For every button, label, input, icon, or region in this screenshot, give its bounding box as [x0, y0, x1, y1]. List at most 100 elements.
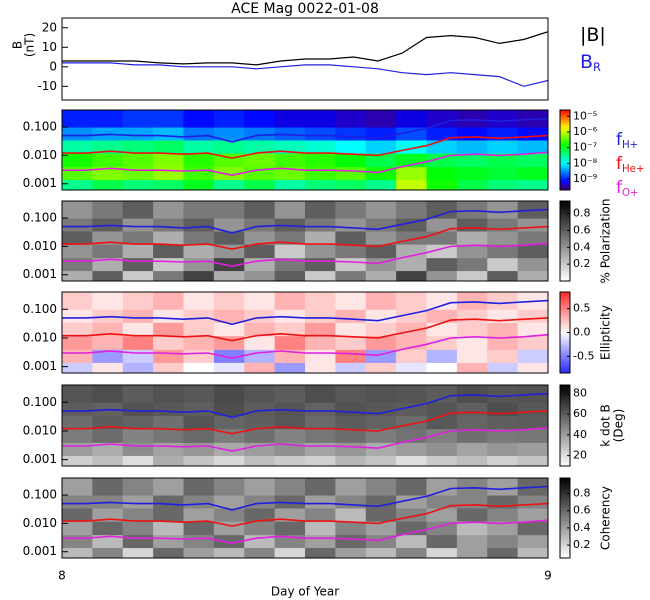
- heatmap-cell: [274, 244, 306, 259]
- heatmap-cell: [183, 521, 215, 536]
- heatmap-cell: [517, 335, 549, 350]
- heatmap-cell: [244, 127, 276, 141]
- heatmap-cell: [274, 521, 306, 536]
- heatmap-cell: [456, 257, 488, 272]
- heatmap-cell: [396, 442, 427, 456]
- heatmap-cell: [274, 110, 306, 128]
- heatmap-cell: [183, 385, 215, 403]
- legend-name: f: [616, 154, 623, 174]
- heatmap-cell: [335, 257, 367, 272]
- heatmap-cell: [92, 428, 124, 443]
- heatmap-cell: [183, 362, 215, 374]
- heatmap-cell: [426, 230, 458, 245]
- heatmap-cell: [396, 292, 427, 310]
- heatmap-cell: [487, 201, 519, 219]
- heatmap-cell: [92, 335, 124, 350]
- heatmap-cell: [487, 139, 519, 154]
- heatmap-cell: [517, 166, 549, 181]
- heatmap-cell: [335, 179, 367, 191]
- heatmap-cell: [213, 402, 245, 416]
- heatmap-cell: [92, 455, 124, 467]
- heatmap-cell: [62, 534, 93, 549]
- heatmap-cell: [335, 309, 367, 323]
- heatmap-cell: [153, 322, 184, 337]
- heatmap-cell: [122, 309, 154, 323]
- heatmap-cell: [213, 110, 245, 128]
- heatmap-cell: [244, 292, 276, 310]
- heatmap-cell: [305, 292, 336, 310]
- heatmap-cell: [426, 547, 458, 559]
- heatmap-cell: [426, 153, 458, 168]
- heatmap-cell: [153, 201, 184, 219]
- heatmap-cell: [305, 244, 336, 259]
- heatmap-cell: [456, 309, 488, 323]
- heatmap-cell: [244, 270, 276, 282]
- data-line: [62, 31, 548, 66]
- heatmap-cell: [153, 521, 184, 536]
- heatmap-cell: [183, 218, 215, 232]
- heatmap-cell: [92, 385, 124, 403]
- heatmap-cell: [426, 218, 458, 232]
- heatmap-cell: [335, 270, 367, 282]
- heatmap-cell: [274, 201, 306, 219]
- heatmap-cell: [305, 139, 336, 154]
- colorbar: [559, 200, 571, 282]
- heatmap-cell: [456, 547, 488, 559]
- heatmap-cell: [122, 495, 154, 509]
- heatmap-cell: [213, 442, 245, 456]
- heatmap-cell: [183, 244, 215, 259]
- colorbar-tick-label: 0.5: [573, 302, 591, 315]
- heatmap-cell: [456, 201, 488, 219]
- heatmap-cell: [426, 110, 458, 128]
- heatmap-cell: [517, 218, 549, 232]
- heatmap-cell: [62, 110, 93, 128]
- heatmap-cell: [365, 428, 397, 443]
- heatmap-cell: [62, 385, 93, 403]
- heatmap-cell: [365, 415, 397, 430]
- heatmap-cell: [426, 428, 458, 443]
- gyrofrequency-line: [62, 392, 548, 419]
- heatmap-cell: [456, 230, 488, 245]
- heatmap-cell: [396, 349, 427, 363]
- heatmap-cell: [213, 495, 245, 509]
- heatmap-cell: [274, 507, 306, 522]
- heatmap-cell: [305, 455, 336, 467]
- heatmap-cell: [335, 244, 367, 259]
- heatmap-cell: [274, 322, 306, 337]
- heatmap-cell: [244, 521, 276, 536]
- heatmap-cell: [456, 179, 488, 191]
- heatmap-cell: [456, 166, 488, 181]
- heatmap-cell: [305, 521, 336, 536]
- heatmap-cell: [305, 166, 336, 181]
- heatmap-cell: [122, 153, 154, 168]
- heatmap-cell: [92, 153, 124, 168]
- heatmap-cell: [122, 218, 154, 232]
- heatmap-cell: [335, 402, 367, 416]
- heatmap-cell: [426, 270, 458, 282]
- heatmap-cell: [335, 110, 367, 128]
- heatmap-cell: [396, 257, 427, 272]
- heatmap-cell: [153, 335, 184, 350]
- heatmap-cell: [213, 455, 245, 467]
- heatmap-cell: [62, 349, 93, 363]
- y-axis-label: B: [11, 41, 25, 49]
- heatmap-cell: [122, 179, 154, 191]
- heatmap-cell: [153, 402, 184, 416]
- heatmap-cell: [62, 139, 93, 154]
- heatmap-cell: [92, 292, 124, 310]
- heatmap-cell: [365, 455, 397, 467]
- heatmap-cell: [62, 507, 93, 522]
- heatmap-cell: [426, 179, 458, 191]
- colorbar-tick-label: -0.5: [573, 349, 594, 362]
- y-tick-label: 0: [49, 59, 57, 73]
- heatmap-cell: [153, 534, 184, 549]
- heatmap-cell: [274, 495, 306, 509]
- legend-name: |B|: [580, 24, 606, 46]
- heatmap-cell: [517, 521, 549, 536]
- heatmap-cell: [456, 335, 488, 350]
- heatmap-cell: [335, 478, 367, 496]
- colorbar-tick-label: 20: [573, 449, 587, 462]
- y-tick-label: 0.001: [23, 176, 57, 190]
- heatmap-cell: [365, 292, 397, 310]
- heatmap-cell: [487, 179, 519, 191]
